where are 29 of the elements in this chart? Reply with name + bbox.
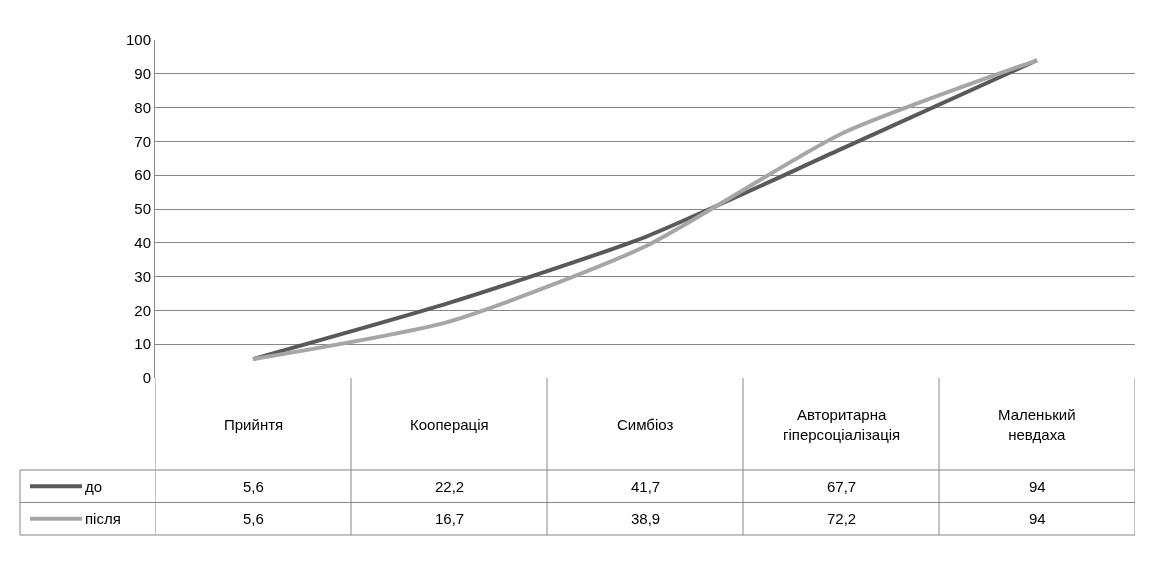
data-label: 5,6 — [243, 510, 264, 527]
y-tick-label: 50 — [134, 200, 151, 218]
legend-label: після — [85, 510, 121, 527]
y-tick-label: 90 — [134, 65, 151, 83]
data-label: 72,2 — [827, 510, 857, 527]
data-label: 94 — [1029, 510, 1046, 527]
y-tick-label: 20 — [134, 301, 151, 319]
x-tick-label: Маленький невдаха — [998, 406, 1076, 443]
x-tick-label: Симбіоз — [617, 416, 674, 433]
x-tick-label: Прийнтя — [224, 416, 284, 433]
y-tick-label: 70 — [134, 132, 151, 150]
data-label: 16,7 — [435, 510, 465, 527]
y-tick-label: 40 — [134, 234, 151, 252]
y-tick-label: 80 — [134, 98, 151, 116]
data-label: 38,9 — [631, 510, 661, 527]
y-tick-label: 10 — [134, 335, 151, 353]
data-label: 22,2 — [435, 478, 465, 495]
y-tick-label: 0 — [142, 369, 151, 387]
x-tick-label: Авторитарна гіперсоціалізація — [783, 406, 901, 443]
y-tick-label: 100 — [125, 31, 151, 49]
data-label: 5,6 — [243, 478, 264, 495]
data-label: 67,7 — [827, 478, 857, 495]
x-tick-label: Кооперація — [410, 416, 489, 433]
line-series — [251, 58, 1039, 362]
y-tick-label: 60 — [134, 166, 151, 184]
data-label: 41,7 — [631, 478, 661, 495]
y-tick-label: 30 — [134, 267, 151, 285]
legend-label: до — [85, 478, 103, 495]
data-label: 94 — [1029, 478, 1046, 495]
